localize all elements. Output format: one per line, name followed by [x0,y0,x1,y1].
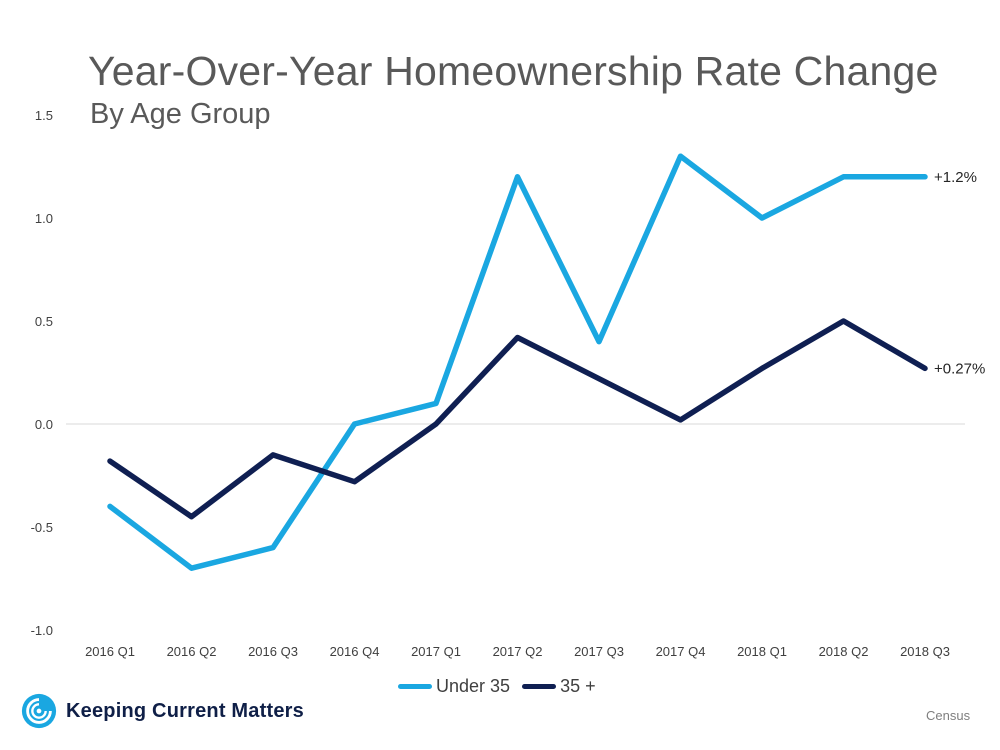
swirl-logo-icon [21,693,57,729]
legend-item-35-plus: 35 + [522,676,596,697]
y-tick-label: 1.0 [35,211,53,226]
x-tick-label: 2017 Q4 [656,644,706,659]
legend-item-under-35: Under 35 [398,676,510,697]
x-tick-label: 2017 Q2 [493,644,543,659]
y-tick-label: 1.5 [35,108,53,123]
legend-label-35-plus: 35 + [560,676,596,696]
x-tick-label: 2017 Q3 [574,644,624,659]
brand-logo: Keeping Current Matters [20,692,304,730]
x-tick-label: 2016 Q4 [330,644,380,659]
x-tick-label: 2016 Q1 [85,644,135,659]
legend-swatch-35-plus [522,684,557,689]
end-data-label: +1.2% [934,169,977,186]
x-tick-label: 2016 Q2 [167,644,217,659]
y-tick-label: -1.0 [31,623,53,638]
x-tick-label: 2017 Q1 [411,644,461,659]
chart-subtitle: By Age Group [90,98,271,130]
legend-label-under-35: Under 35 [436,676,511,696]
chart-title: Year-Over-Year Homeownership Rate Change [88,48,939,94]
series-line-35-plus [107,318,928,520]
y-tick-label: 0.0 [35,417,53,432]
y-tick-label: 0.5 [35,314,53,329]
x-tick-label: 2018 Q2 [819,644,869,659]
legend: Under 35 35 + [398,676,596,697]
x-tick-label: 2016 Q3 [248,644,298,659]
x-tick-label: 2018 Q1 [737,644,787,659]
x-tick-label: 2018 Q3 [900,644,950,659]
end-data-label: +0.27% [934,360,985,377]
y-tick-label: -0.5 [31,520,53,535]
series-line-under-35 [107,153,928,571]
brand-name: Keeping Current Matters [66,699,304,722]
source-label: Census [926,708,971,723]
legend-swatch-under-35 [398,684,432,689]
